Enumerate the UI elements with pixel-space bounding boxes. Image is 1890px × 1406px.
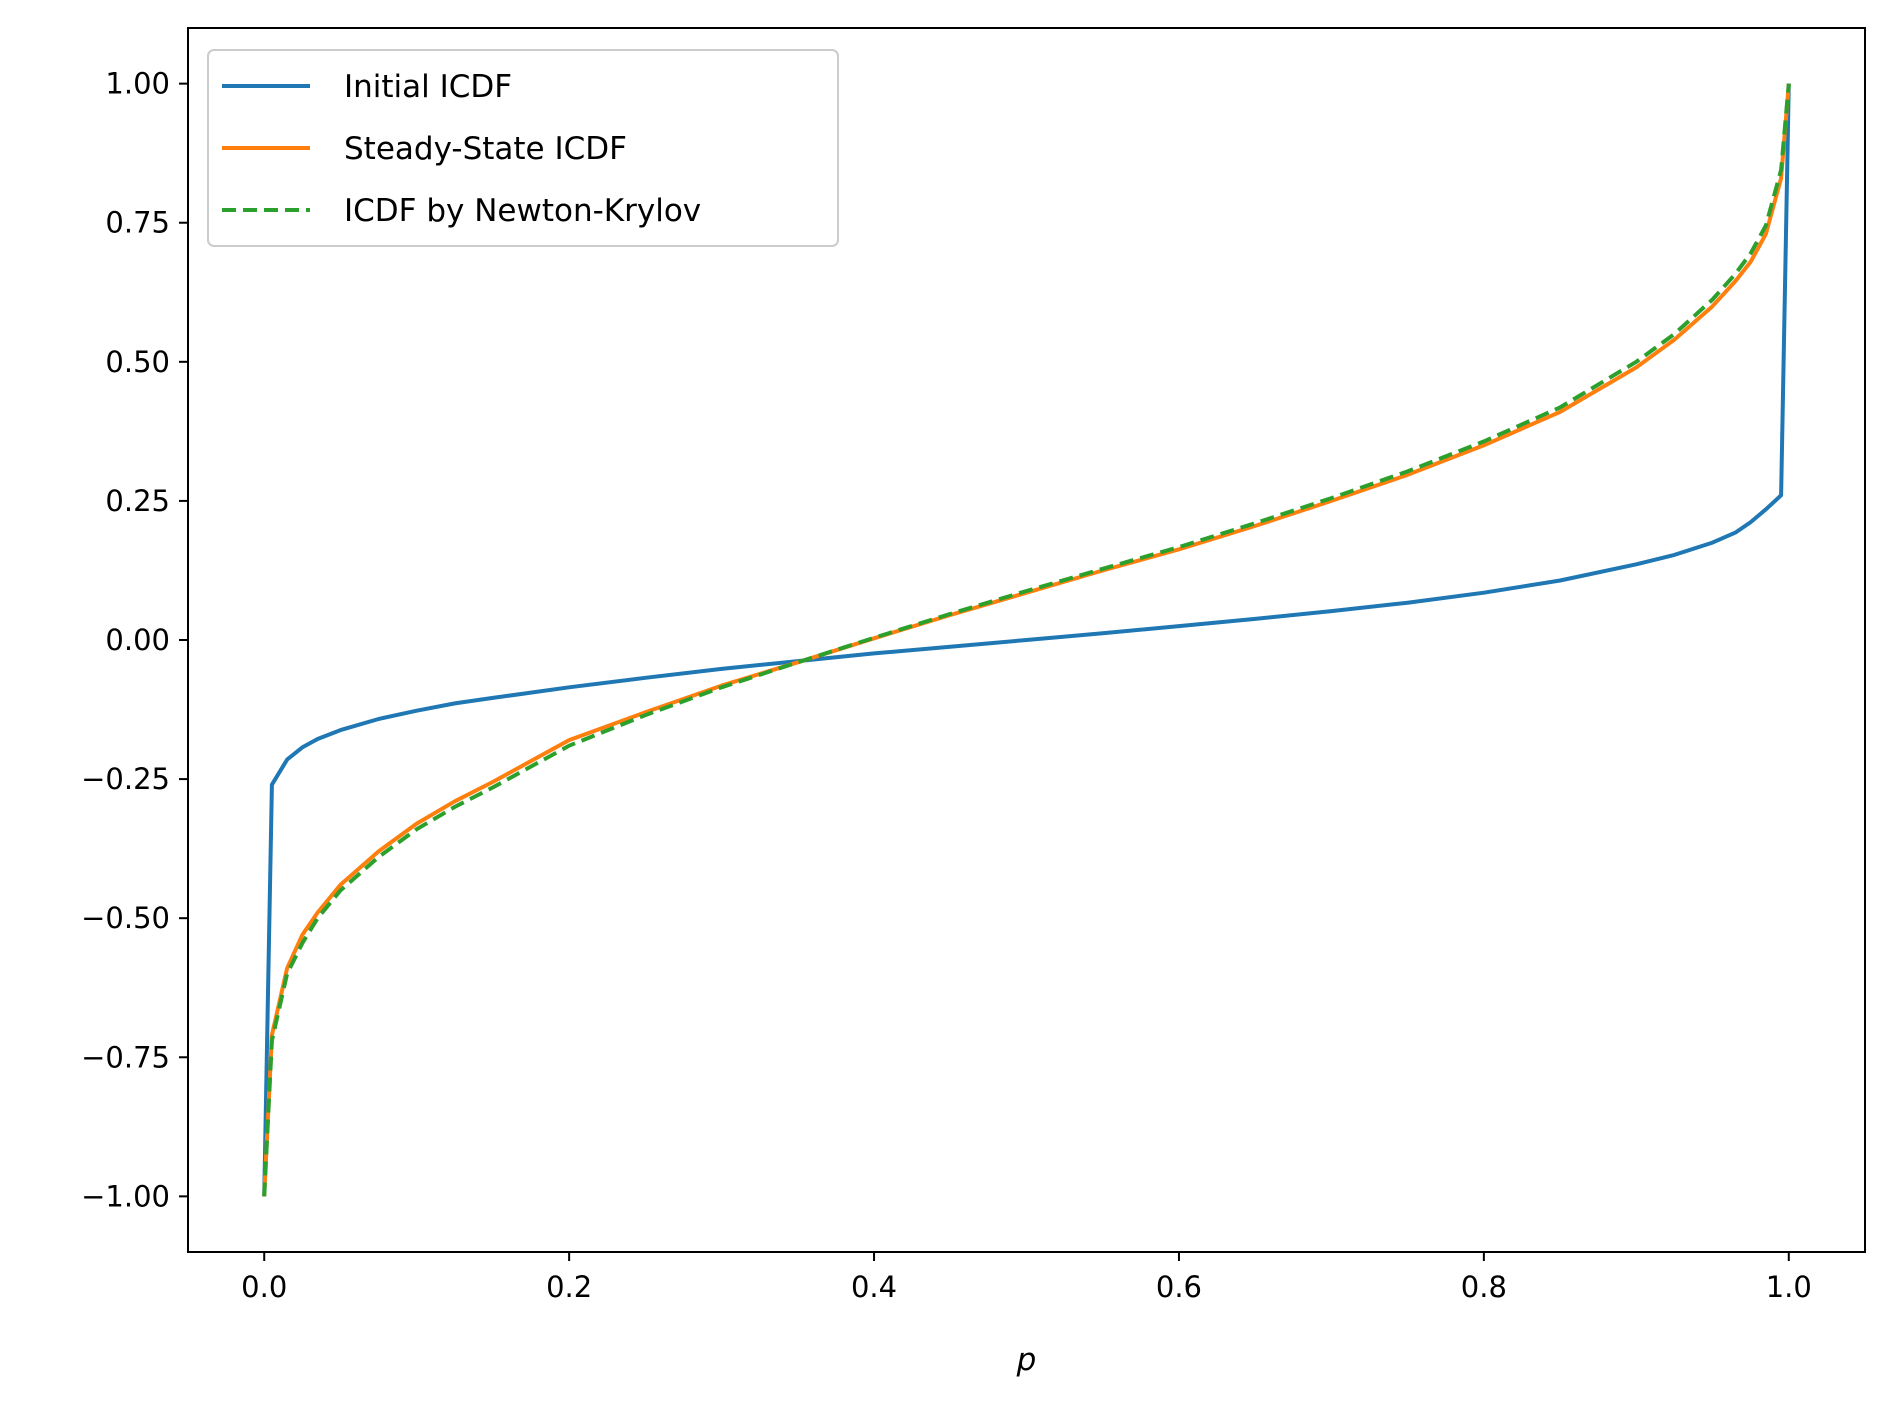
x-axis: 0.0 0.2 0.4 0.6 0.8 1.0 bbox=[241, 1252, 1812, 1304]
series-layer bbox=[262, 83, 1791, 1197]
y-tick-label: 0.75 bbox=[105, 206, 170, 240]
y-tick-label: 0.50 bbox=[105, 345, 170, 379]
y-tick-label: −0.25 bbox=[81, 762, 170, 796]
x-axis-label: p bbox=[1016, 1342, 1037, 1378]
legend-label: Steady-State ICDF bbox=[344, 131, 627, 167]
x-tick-label: 0.4 bbox=[851, 1270, 897, 1304]
x-tick-label: 1.0 bbox=[1766, 1270, 1812, 1304]
y-tick-label: −0.75 bbox=[81, 1040, 170, 1074]
x-tick-label: 0.2 bbox=[546, 1270, 592, 1304]
y-tick-label: 1.00 bbox=[105, 67, 170, 101]
series-line-icdf-by-newton-krylov bbox=[262, 83, 1791, 1197]
x-tick-label: 0.6 bbox=[1156, 1270, 1202, 1304]
y-tick-label: 0.00 bbox=[105, 623, 170, 657]
series-line-initial-icdf bbox=[262, 83, 1791, 1197]
axes-frame bbox=[187, 27, 1866, 1253]
legend-label: Initial ICDF bbox=[344, 69, 512, 105]
x-tick-label: 0.0 bbox=[241, 1270, 287, 1304]
y-tick-label: −0.50 bbox=[81, 901, 170, 935]
y-tick-label: 0.25 bbox=[105, 484, 170, 518]
x-tick-label: 0.8 bbox=[1461, 1270, 1507, 1304]
legend-label: ICDF by Newton-Krylov bbox=[344, 193, 701, 229]
legend: Initial ICDF Steady-State ICDF ICDF by New… bbox=[207, 49, 839, 247]
y-tick-label: −1.00 bbox=[81, 1179, 170, 1213]
legend-box bbox=[207, 49, 839, 247]
y-axis: −1.00 −0.75 −0.50 −0.25 0.00 0.25 0.50 0.75 1.00 bbox=[81, 67, 188, 1213]
